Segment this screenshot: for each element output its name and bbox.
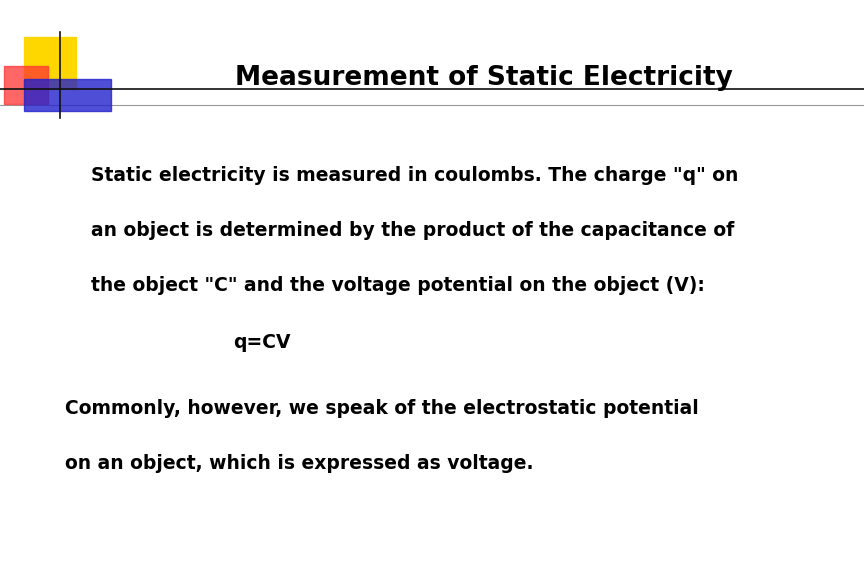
Text: Static electricity is measured in coulombs. The charge "q" on: Static electricity is measured in coulom…: [91, 166, 738, 185]
Text: the object "C" and the voltage potential on the object (V):: the object "C" and the voltage potential…: [91, 276, 705, 294]
Text: Measurement of Static Electricity: Measurement of Static Electricity: [235, 65, 733, 91]
Text: on an object, which is expressed as voltage.: on an object, which is expressed as volt…: [65, 454, 533, 473]
Text: Commonly, however, we speak of the electrostatic potential: Commonly, however, we speak of the elect…: [65, 400, 699, 418]
Text: an object is determined by the product of the capacitance of: an object is determined by the product o…: [91, 221, 734, 240]
Text: q=CV: q=CV: [233, 334, 291, 352]
Bar: [24, 79, 111, 111]
Bar: [4, 66, 48, 104]
Bar: [24, 37, 76, 89]
